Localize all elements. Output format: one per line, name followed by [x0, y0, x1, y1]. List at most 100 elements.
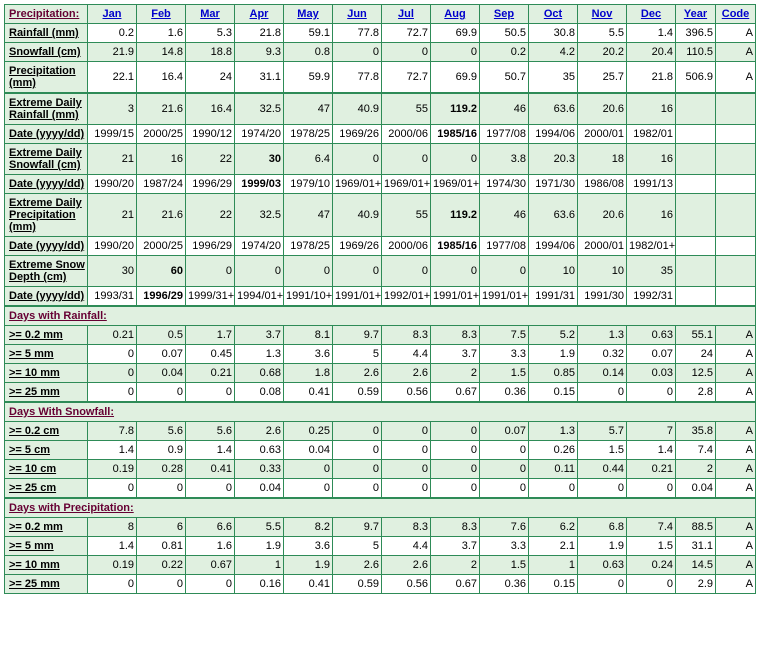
cell: 0.81 — [137, 537, 186, 556]
row-label-link[interactable]: >= 0.2 mm — [9, 521, 63, 533]
row-label-link[interactable]: Extreme Daily Snowfall (cm) — [9, 147, 82, 171]
cell — [716, 175, 756, 194]
section-header-link[interactable]: Days with Precipitation: — [9, 502, 134, 514]
cell: 14.5 — [676, 556, 716, 575]
cell: 0 — [333, 479, 382, 499]
row-label-link[interactable]: Extreme Snow Depth (cm) — [9, 259, 85, 283]
col-mar: Mar — [186, 5, 235, 24]
row-label-link[interactable]: >= 0.2 cm — [9, 425, 59, 437]
row-label-link[interactable]: >= 5 mm — [9, 348, 54, 360]
cell: 0 — [480, 441, 529, 460]
cell: 1996/29 — [186, 175, 235, 194]
cell: 35.8 — [676, 422, 716, 441]
row-label-link[interactable]: Date (yyyy/dd) — [9, 240, 84, 252]
row-label-link[interactable]: Snowfall (cm) — [9, 46, 81, 58]
section-header-row: Days With Snowfall: — [5, 402, 756, 422]
cell: 6.2 — [529, 518, 578, 537]
row-label-link[interactable]: >= 0.2 mm — [9, 329, 63, 341]
cell: 30 — [88, 256, 137, 287]
row-label-link[interactable]: >= 25 mm — [9, 386, 60, 398]
cell: 0.8 — [284, 43, 333, 62]
cell: 60 — [137, 256, 186, 287]
cell: 0.36 — [480, 575, 529, 594]
cell: 50.7 — [480, 62, 529, 94]
cell: 30.8 — [529, 24, 578, 43]
row-label-link[interactable]: >= 10 mm — [9, 367, 60, 379]
cell: 22 — [186, 194, 235, 237]
cell: 1985/16 — [431, 237, 480, 256]
cell: A — [716, 460, 756, 479]
section-header-link[interactable]: Days With Snowfall: — [9, 406, 114, 418]
row-label-link[interactable]: Date (yyyy/dd) — [9, 128, 84, 140]
cell: 1978/25 — [284, 125, 333, 144]
row-label-link[interactable]: >= 10 cm — [9, 463, 56, 475]
cell: 1.6 — [186, 537, 235, 556]
cell: 1994/06 — [529, 237, 578, 256]
cell: 1977/08 — [480, 125, 529, 144]
row-label-link[interactable]: Extreme Daily Rainfall (mm) — [9, 97, 82, 121]
precipitation-link[interactable]: Precipitation: — [9, 8, 79, 20]
section-header: Days With Snowfall: — [5, 402, 756, 422]
row-label-link[interactable]: >= 5 cm — [9, 444, 50, 456]
cell: 6.4 — [284, 144, 333, 175]
cell: 40.9 — [333, 93, 382, 125]
cell: 0 — [431, 460, 480, 479]
cell: 20.2 — [578, 43, 627, 62]
cell: 0.08 — [235, 383, 284, 403]
row-label: Rainfall (mm) — [5, 24, 88, 43]
row-label-link[interactable]: >= 25 cm — [9, 482, 56, 494]
cell: 0 — [431, 479, 480, 499]
cell: A — [716, 383, 756, 403]
cell: 0 — [88, 364, 137, 383]
cell: 9.7 — [333, 326, 382, 345]
cell: 0.67 — [431, 383, 480, 403]
cell: 5.5 — [235, 518, 284, 537]
row-label-link[interactable]: Rainfall (mm) — [9, 27, 79, 39]
cell: 0.19 — [88, 460, 137, 479]
cell: 0.11 — [529, 460, 578, 479]
cell: 0.33 — [235, 460, 284, 479]
cell: A — [716, 364, 756, 383]
cell: 1.9 — [284, 556, 333, 575]
cell: 0.59 — [333, 383, 382, 403]
cell: 7 — [627, 422, 676, 441]
cell: 0 — [137, 383, 186, 403]
cell — [716, 93, 756, 125]
section-header: Days with Rainfall: — [5, 306, 756, 326]
row-label-link[interactable]: >= 10 mm — [9, 559, 60, 571]
row-label-link[interactable]: >= 5 mm — [9, 540, 54, 552]
cell: 0 — [186, 256, 235, 287]
row-label-link[interactable]: Extreme Daily Precipitation (mm) — [9, 197, 82, 233]
cell: 25.7 — [578, 62, 627, 94]
cell: 16 — [627, 144, 676, 175]
row-label-link[interactable]: Date (yyyy/dd) — [9, 178, 84, 190]
cell: 506.9 — [676, 62, 716, 94]
cell: 5 — [333, 537, 382, 556]
row-label: >= 10 cm — [5, 460, 88, 479]
cell: 0 — [333, 43, 382, 62]
row-label-link[interactable]: Precipitation (mm) — [9, 65, 76, 89]
cell: 1.9 — [235, 537, 284, 556]
cell: 16.4 — [186, 93, 235, 125]
row-label: >= 25 mm — [5, 575, 88, 594]
table-row: >= 10 mm0.190.220.6711.92.62.621.510.630… — [5, 556, 756, 575]
cell: 0.04 — [284, 441, 333, 460]
cell: 0 — [88, 345, 137, 364]
row-label-link[interactable]: Date (yyyy/dd) — [9, 290, 84, 302]
cell: 20.3 — [529, 144, 578, 175]
cell — [676, 237, 716, 256]
cell: 16 — [627, 93, 676, 125]
cell: 5.2 — [529, 326, 578, 345]
cell: 55.1 — [676, 326, 716, 345]
cell: 2.6 — [382, 556, 431, 575]
cell: 1982/01+ — [627, 237, 676, 256]
col-apr: Apr — [235, 5, 284, 24]
section-header-link[interactable]: Days with Rainfall: — [9, 310, 107, 322]
cell: 2.6 — [333, 556, 382, 575]
row-label: >= 25 cm — [5, 479, 88, 499]
cell: 1978/25 — [284, 237, 333, 256]
row-label-link[interactable]: >= 25 mm — [9, 578, 60, 590]
cell: 47 — [284, 194, 333, 237]
cell: 32.5 — [235, 194, 284, 237]
cell: 14.8 — [137, 43, 186, 62]
